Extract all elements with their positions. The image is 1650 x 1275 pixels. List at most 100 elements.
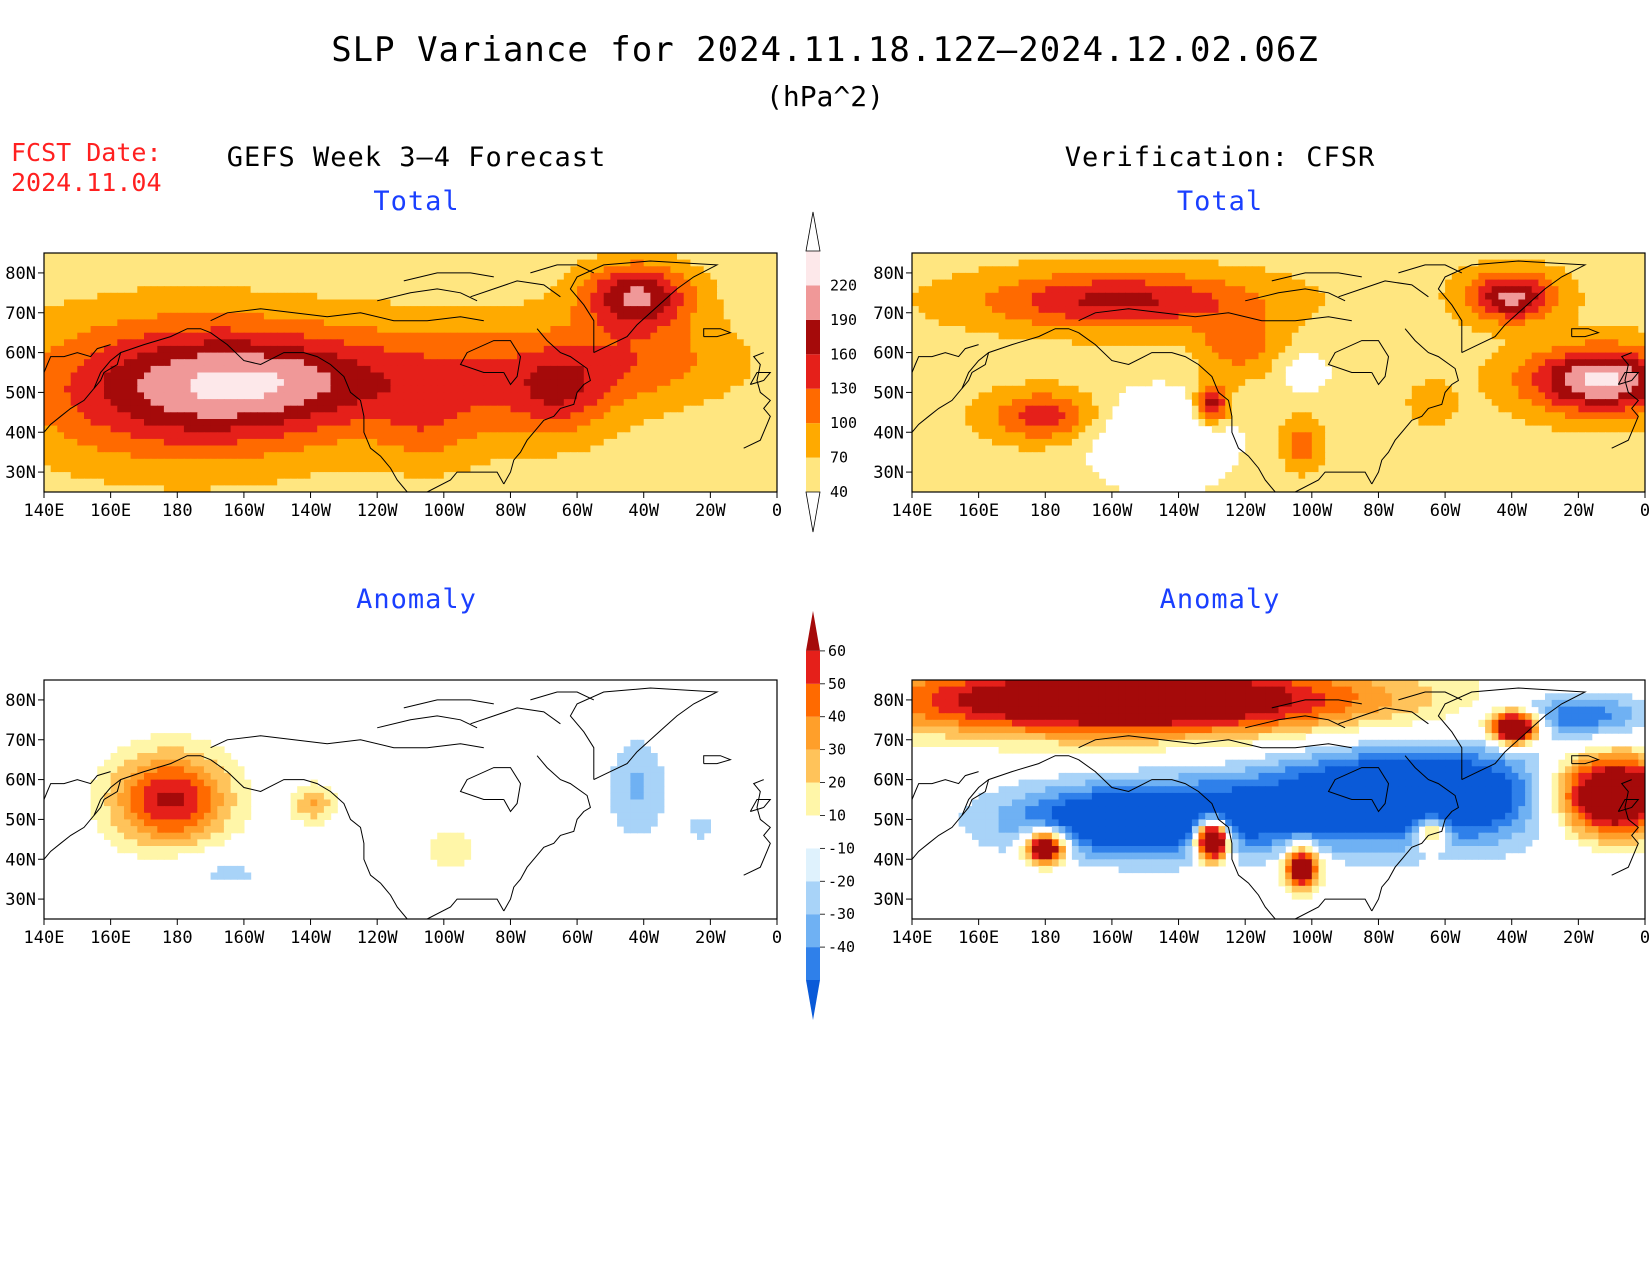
lat-tick-label: 50N bbox=[873, 383, 904, 403]
map-frame bbox=[43, 679, 778, 920]
lat-tick-label: 80N bbox=[5, 264, 36, 284]
forecast-column-header: GEFS Week 3–4 Forecast bbox=[226, 142, 607, 173]
lon-tick-label: 60W bbox=[1430, 501, 1461, 521]
coastline bbox=[530, 691, 595, 701]
verification-total-panel: 80N 70N 60N 50N 40N 30N 140E 160E 180 160W 140W 120… bbox=[873, 252, 1650, 521]
coastline bbox=[1271, 699, 1362, 709]
lat-tick-label: 80N bbox=[5, 691, 36, 711]
colorbar-swatch bbox=[806, 457, 820, 492]
lon-tick-label: 60W bbox=[1430, 928, 1461, 948]
lon-tick-label: 80W bbox=[1363, 928, 1394, 948]
coastline bbox=[403, 699, 494, 709]
colorbar-swatch bbox=[806, 650, 820, 684]
coastline bbox=[210, 759, 408, 919]
map-frame bbox=[911, 679, 1646, 920]
lat-tick-label: 40N bbox=[873, 850, 904, 870]
lat-tick-label: 70N bbox=[873, 731, 904, 751]
lon-tick-label: 160E bbox=[958, 501, 999, 521]
coastline bbox=[1078, 308, 1352, 322]
coastline bbox=[210, 735, 484, 749]
coastline bbox=[569, 260, 719, 354]
lon-tick-label: 180 bbox=[1030, 928, 1061, 948]
forecast-anomaly-panel: 80N 70N 60N 50N 40N 30N 140E 160E 180 160W 140W 120… bbox=[5, 679, 782, 948]
contour-field bbox=[912, 253, 1645, 492]
colorbar-label: 130 bbox=[830, 380, 857, 398]
colorbar-swatch bbox=[806, 423, 820, 458]
coastline bbox=[1611, 352, 1640, 449]
lon-tick-label: 0 bbox=[1640, 501, 1650, 521]
lon-tick-label: 140W bbox=[1158, 501, 1200, 521]
lat-tick-label: 40N bbox=[5, 850, 36, 870]
lat-tick-label: 60N bbox=[5, 771, 36, 791]
colorbar-swatch bbox=[806, 947, 820, 980]
lon-tick-label: 80W bbox=[495, 928, 526, 948]
colorbar-bottom-arrow bbox=[805, 491, 821, 533]
forecast-anomaly-title: Anomaly bbox=[356, 584, 477, 615]
coastline bbox=[210, 332, 408, 492]
coastline bbox=[377, 288, 478, 302]
lon-tick-label: 100W bbox=[1291, 928, 1333, 948]
coastline bbox=[426, 898, 505, 919]
lon-tick-label: 160E bbox=[90, 501, 131, 521]
coastline bbox=[1078, 759, 1276, 919]
coastline bbox=[961, 352, 990, 389]
lon-tick-label: 40W bbox=[1496, 501, 1527, 521]
lon-tick-label: 160E bbox=[90, 928, 131, 948]
colorbar-swatch bbox=[806, 285, 820, 320]
coastline bbox=[93, 779, 122, 816]
lon-tick-label: 120W bbox=[1225, 928, 1267, 948]
colorbar-swatch bbox=[806, 815, 820, 849]
coastline bbox=[1611, 779, 1640, 876]
lat-tick-label: 30N bbox=[873, 463, 904, 483]
lat-tick-label: 40N bbox=[5, 423, 36, 443]
total-colorbar: 40 70 100 130 160 190 220 bbox=[805, 211, 857, 533]
coastline bbox=[1338, 707, 1429, 725]
coastline bbox=[1271, 272, 1362, 282]
map-frame bbox=[43, 252, 778, 493]
lon-tick-label: 160W bbox=[1091, 501, 1133, 521]
coastline bbox=[749, 372, 772, 385]
lon-tick-label: 0 bbox=[1640, 928, 1650, 948]
verification-column-header: Verification: CFSR bbox=[1064, 142, 1376, 173]
coastline bbox=[1437, 687, 1587, 781]
coastlines bbox=[44, 687, 772, 919]
coastline bbox=[1398, 264, 1463, 274]
lat-tick-label: 70N bbox=[873, 304, 904, 324]
units-label: (hPa^2) bbox=[765, 80, 884, 113]
coastline bbox=[703, 755, 732, 765]
coastline bbox=[426, 471, 505, 492]
coastline bbox=[503, 328, 591, 485]
coastline bbox=[530, 264, 595, 274]
colorbar-label: 100 bbox=[830, 414, 857, 432]
coastline bbox=[703, 328, 732, 338]
coastline bbox=[1338, 280, 1429, 298]
lon-tick-label: 20W bbox=[1563, 501, 1594, 521]
coastline bbox=[44, 344, 111, 373]
coastline bbox=[1078, 735, 1352, 749]
colorbar-swatch bbox=[806, 881, 820, 915]
colorbar-label: 40 bbox=[828, 708, 846, 726]
colorbar-label: -40 bbox=[828, 938, 855, 956]
coastline bbox=[1371, 328, 1459, 485]
coastline bbox=[1371, 755, 1459, 912]
coastline bbox=[44, 755, 211, 860]
verification-anomaly-panel: 80N 70N 60N 50N 40N 30N 140E 160E 180 160W 140W 120… bbox=[873, 679, 1650, 948]
lat-tick-label: 60N bbox=[5, 344, 36, 364]
colorbar-swatch bbox=[806, 251, 820, 286]
lon-tick-label: 160W bbox=[223, 928, 265, 948]
coastline bbox=[1571, 755, 1600, 765]
forecast-date-label: FCST Date: bbox=[11, 138, 162, 167]
coastline bbox=[470, 280, 561, 298]
coastline bbox=[459, 340, 522, 386]
lon-tick-label: 140W bbox=[290, 501, 332, 521]
lon-tick-label: 160W bbox=[1091, 928, 1133, 948]
lon-tick-label: 0 bbox=[772, 928, 782, 948]
lat-tick-label: 50N bbox=[873, 810, 904, 830]
lon-tick-label: 0 bbox=[772, 501, 782, 521]
lat-tick-label: 40N bbox=[873, 423, 904, 443]
colorbar-swatch bbox=[806, 319, 820, 355]
coastline bbox=[1294, 898, 1373, 919]
colorbar-label: 190 bbox=[830, 311, 857, 329]
lon-tick-label: 160E bbox=[958, 928, 999, 948]
